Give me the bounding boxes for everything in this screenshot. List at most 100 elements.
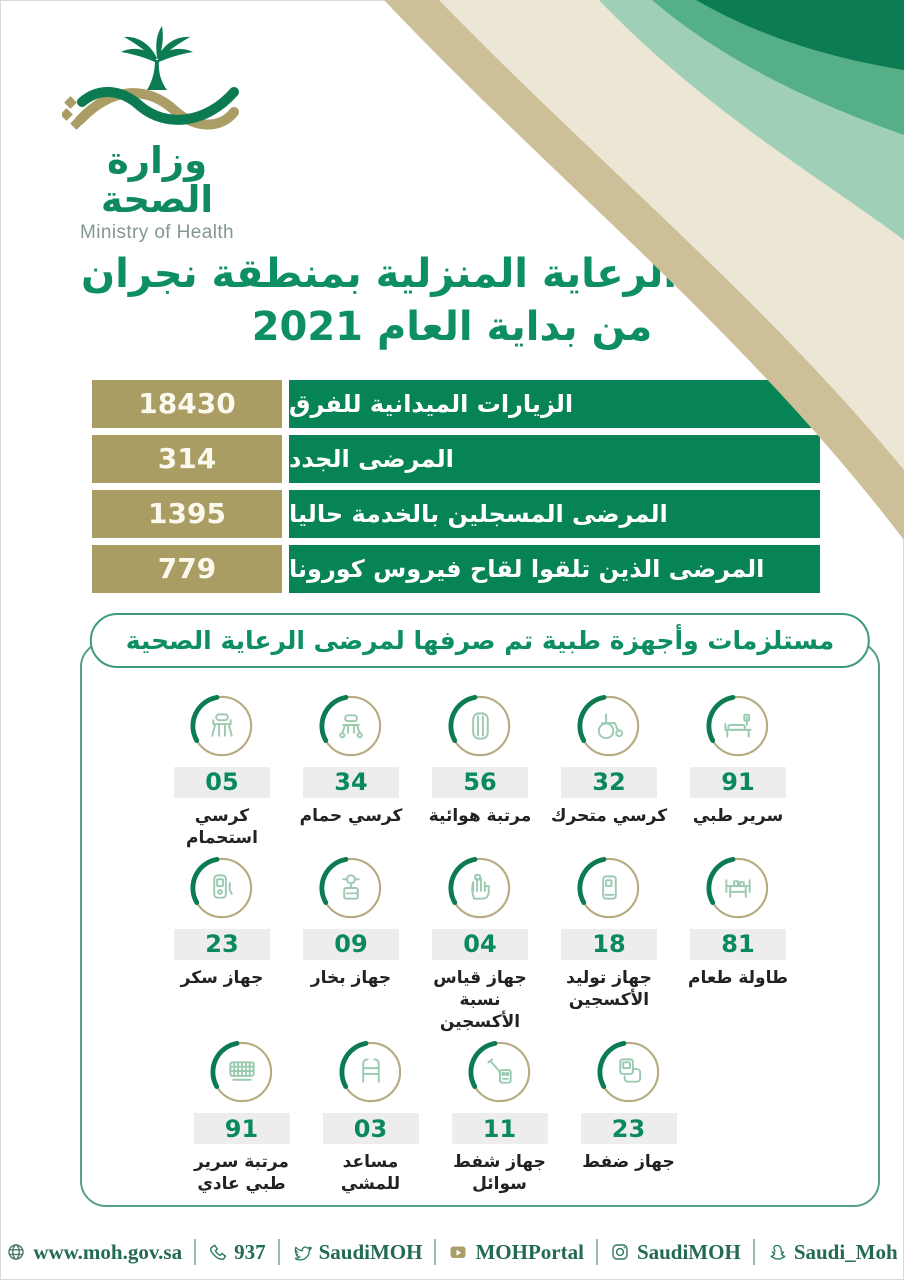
supply-item-bath-chair: 34 كرسي حمام (287, 693, 416, 849)
instagram-icon (612, 1244, 628, 1260)
footer-divider (434, 1239, 437, 1266)
stat-row-registered-patients: 1395 المرضى المسجلين بالخدمة حاليا (92, 489, 820, 538)
supply-item-bp-monitor: 23 جهاز ضفط (564, 1039, 693, 1195)
supply-count: 23 (580, 1113, 677, 1145)
supplies-box: مستلزمات وأجهزة طبية تم صرفها لمرضى الرع… (80, 612, 880, 1208)
pulse-oximeter-icon (471, 873, 490, 900)
supply-label: طاولة طعام (687, 967, 789, 988)
supply-item-nebulizer: 09 جهاز بخار (287, 855, 416, 1033)
footer-divider (752, 1239, 755, 1266)
stat-label: المرضى الجدد (289, 434, 820, 483)
supply-count: 03 (322, 1113, 419, 1145)
footer-item-text: SaudiMOH (318, 1239, 423, 1264)
supply-label: سرير طبي (692, 805, 784, 826)
stat-row-vaccinated-patients: 779 المرضى الذين تلقوا لقاح فيروس كورونا (92, 544, 820, 593)
stat-value: 314 (92, 434, 282, 483)
page-title-line2: من بداية العام 2021 (251, 303, 653, 350)
footer-item-youtube[interactable]: MOHPortal (448, 1239, 584, 1265)
page-title: خدمات الرعاية المنزلية بمنطقة نجران من ب… (40, 248, 864, 354)
logo-english-wordmark: Ministry of Health (80, 221, 234, 243)
supply-count: 23 (174, 928, 270, 960)
supply-label: كرسي متحرك (550, 805, 668, 826)
footer-divider (277, 1239, 280, 1266)
supply-label: مرتبة سرير طبي عادي (194, 1152, 289, 1195)
footer-divider (595, 1239, 598, 1266)
supply-item-walker: 03 مساعد للمشي (306, 1039, 435, 1195)
oxygen-concentrator-icon (602, 875, 617, 900)
moh-logo: وزارة الصحة Ministry of Health (52, 24, 262, 244)
supply-item-medical-bed: 91 سرير طبي (674, 693, 803, 849)
supply-count: 81 (690, 928, 786, 960)
footer-item-text: www.moh.gov.sa (33, 1239, 183, 1264)
stat-value: 1395 (92, 489, 282, 538)
footer-item-text: MOHPortal (475, 1239, 584, 1264)
stat-row-field-visits: 18430 الزيارات الميدانية للفرق (92, 379, 820, 428)
footer-item-twitter[interactable]: SaudiMOH (292, 1239, 423, 1265)
supply-label: كرسي استحمام (186, 805, 258, 848)
supply-label: جهاز شفط سوائل (453, 1152, 546, 1195)
stats-table: 18430 الزيارات الميدانية للفرق 314 المرض… (92, 379, 820, 593)
supply-label: مرتبة هوائية (428, 805, 532, 826)
footer-divider (194, 1239, 197, 1266)
stat-value: 18430 (92, 379, 282, 428)
logo-arabic-wordmark: وزارة الصحة (100, 139, 214, 221)
supply-item-suction-device: 11 جهاز شفط سوائل (435, 1039, 564, 1195)
supply-label: مساعد للمشي (340, 1152, 401, 1195)
supply-item-pulse-oximeter: 04 جهاز قياس نسبة الأكسجين (416, 855, 545, 1033)
shower-chair-icon (211, 712, 233, 737)
supply-label: جهاز ضفط (582, 1152, 675, 1173)
wheelchair-icon (597, 712, 624, 739)
supply-count: 04 (432, 928, 528, 960)
bath-chair-icon (339, 713, 363, 738)
supply-count: 09 (303, 928, 399, 960)
supply-row-1: 91 سرير طبي 32 كرسي متحرك (88, 693, 872, 849)
supply-label: جهاز توليد الأكسجين (566, 967, 652, 1010)
footer-item-text: Saudi_Moh (793, 1239, 898, 1264)
supply-item-oxygen-concentrator: 18 جهاز توليد الأكسجين (545, 855, 674, 1033)
nebulizer-icon (342, 873, 360, 900)
dining-table-icon (725, 879, 751, 898)
supply-row-2: 81 طاولة طعام 18 جهاز توليد الأكسجين (88, 855, 872, 1033)
air-mattress-icon (472, 712, 489, 740)
footer-item-website[interactable]: www.moh.gov.sa (6, 1240, 182, 1265)
footer-item-text: 937 (234, 1239, 266, 1264)
supply-count: 91 (690, 766, 786, 798)
footer-item-instagram[interactable]: SaudiMOH (610, 1240, 741, 1265)
supply-label: جهاز قياس نسبة الأكسجين (433, 967, 527, 1032)
glucose-meter-icon (213, 874, 233, 899)
supply-item-shower-chair: 05 كرسي استحمام (158, 693, 287, 849)
supply-count: 34 (303, 766, 399, 798)
supply-count: 56 (432, 766, 528, 798)
footer-item-snapchat[interactable]: Saudi_Moh (767, 1240, 898, 1265)
phone-icon (210, 1244, 227, 1260)
supplies-box-title: مستلزمات وأجهزة طبية تم صرفها لمرضى الرع… (89, 612, 871, 668)
page-title-line1: خدمات الرعاية المنزلية بمنطقة نجران (81, 251, 823, 297)
supply-item-glucose-meter: 23 جهاز سكر (158, 855, 287, 1033)
supply-count: 18 (561, 928, 657, 960)
stat-row-new-patients: 314 المرضى الجدد (92, 434, 820, 483)
stat-label: الزيارات الميدانية للفرق (289, 379, 820, 428)
bed-mattress-icon (228, 1061, 255, 1081)
globe-icon (8, 1244, 25, 1260)
footer-contact-bar: www.moh.gov.sa 937 SaudiMOH MOHPortal (0, 1239, 904, 1266)
suction-device-icon (486, 1058, 512, 1084)
supply-label: جهاز سكر (180, 967, 264, 988)
supply-item-bed-mattress: 91 مرتبة سرير طبي عادي (177, 1039, 306, 1195)
footer-item-text: SaudiMOH (636, 1239, 741, 1264)
walker-icon (361, 1058, 380, 1083)
moh-palm-logo-icon (62, 26, 239, 130)
snapchat-icon (769, 1245, 786, 1260)
footer-item-phone[interactable]: 937 (208, 1240, 266, 1265)
bp-monitor-icon (618, 1058, 641, 1083)
stat-label: المرضى المسجلين بالخدمة حاليا (289, 489, 820, 538)
medical-bed-icon (724, 713, 752, 738)
youtube-icon (450, 1246, 466, 1259)
supply-count: 91 (193, 1113, 290, 1145)
supply-count: 32 (561, 766, 657, 798)
twitter-icon (294, 1246, 312, 1261)
supply-item-air-mattress: 56 مرتبة هوائية (416, 693, 545, 849)
supply-label: كرسي حمام (299, 805, 403, 826)
supply-label: جهاز بخار (310, 967, 392, 988)
stat-value: 779 (92, 544, 282, 593)
